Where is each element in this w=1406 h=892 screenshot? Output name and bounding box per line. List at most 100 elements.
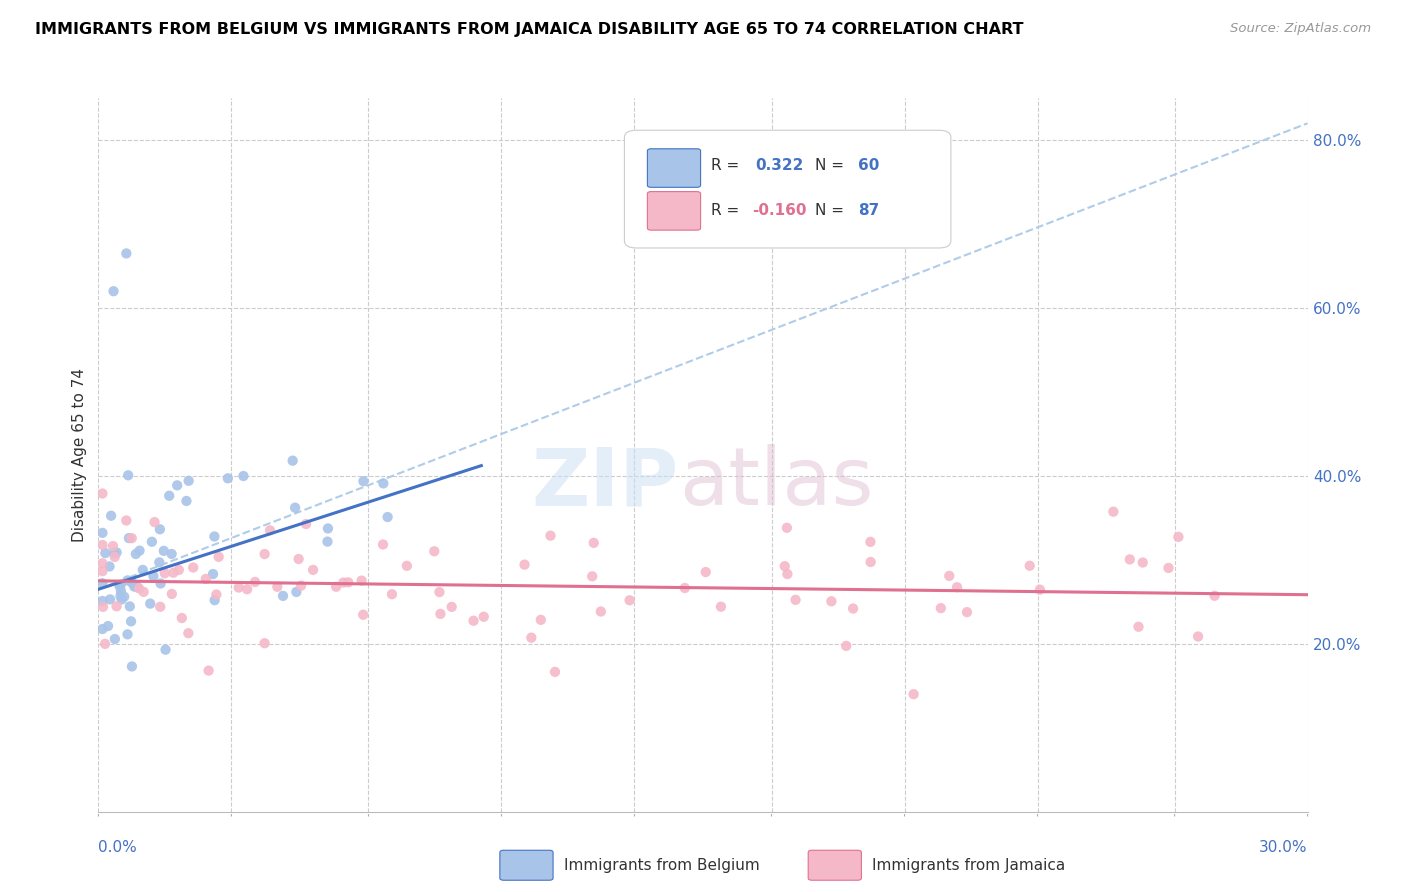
- Point: [284, 500, 307, 515]
- Point: [946, 580, 969, 594]
- Point: [785, 592, 807, 607]
- Point: [117, 468, 139, 483]
- Point: [337, 575, 360, 590]
- Point: [243, 574, 266, 589]
- Text: IMMIGRANTS FROM BELGIUM VS IMMIGRANTS FROM JAMAICA DISABILITY AGE 65 TO 74 CORRE: IMMIGRANTS FROM BELGIUM VS IMMIGRANTS FR…: [35, 22, 1024, 37]
- Point: [91, 599, 114, 614]
- Point: [776, 567, 799, 582]
- Point: [520, 631, 543, 645]
- Point: [115, 514, 138, 528]
- Text: ZIP: ZIP: [531, 444, 679, 523]
- Point: [513, 558, 536, 572]
- Point: [929, 601, 952, 615]
- Text: 0.322: 0.322: [755, 159, 803, 173]
- Point: [236, 582, 259, 597]
- Point: [352, 474, 374, 488]
- Point: [121, 575, 143, 590]
- Point: [710, 599, 733, 614]
- Point: [110, 584, 132, 599]
- Text: R =: R =: [711, 159, 745, 173]
- Point: [155, 642, 177, 657]
- Point: [91, 576, 114, 591]
- Point: [259, 524, 281, 538]
- Point: [352, 607, 374, 622]
- FancyBboxPatch shape: [501, 850, 553, 880]
- Point: [98, 592, 121, 607]
- Point: [835, 639, 858, 653]
- Point: [287, 552, 309, 566]
- Point: [91, 594, 114, 608]
- Point: [302, 563, 325, 577]
- Point: [673, 581, 696, 595]
- Point: [121, 531, 143, 545]
- Point: [776, 521, 799, 535]
- Point: [125, 580, 148, 594]
- Point: [177, 626, 200, 640]
- Point: [266, 580, 288, 594]
- Point: [91, 538, 114, 552]
- Point: [139, 597, 162, 611]
- Point: [903, 687, 925, 701]
- Point: [395, 558, 418, 573]
- Point: [167, 563, 190, 577]
- Point: [540, 529, 562, 543]
- Point: [149, 599, 172, 614]
- Point: [1157, 561, 1180, 575]
- Point: [281, 453, 304, 467]
- Point: [228, 581, 250, 595]
- Point: [530, 613, 553, 627]
- Point: [91, 622, 114, 636]
- Point: [440, 599, 463, 614]
- Point: [101, 539, 124, 553]
- Text: N =: N =: [815, 203, 849, 219]
- Point: [773, 559, 796, 574]
- FancyBboxPatch shape: [647, 192, 700, 230]
- Point: [1167, 530, 1189, 544]
- Text: 60: 60: [858, 159, 879, 173]
- Point: [132, 563, 155, 577]
- Point: [122, 580, 145, 594]
- Text: 30.0%: 30.0%: [1260, 840, 1308, 855]
- Point: [105, 545, 128, 559]
- Text: R =: R =: [711, 203, 745, 219]
- Point: [956, 605, 979, 619]
- Y-axis label: Disability Age 65 to 74: Disability Age 65 to 74: [72, 368, 87, 542]
- Point: [94, 637, 117, 651]
- Point: [141, 534, 163, 549]
- Point: [115, 246, 138, 260]
- Point: [91, 557, 114, 571]
- Point: [463, 614, 485, 628]
- Point: [128, 582, 150, 596]
- Point: [544, 665, 567, 679]
- Point: [1187, 630, 1209, 644]
- Text: 0.0%: 0.0%: [98, 840, 138, 855]
- Text: -0.160: -0.160: [752, 203, 807, 219]
- Text: N =: N =: [815, 159, 849, 173]
- Point: [325, 580, 347, 594]
- Point: [232, 469, 254, 483]
- Point: [290, 579, 312, 593]
- Point: [162, 566, 184, 580]
- Point: [98, 559, 121, 574]
- Point: [160, 587, 183, 601]
- Point: [181, 560, 204, 574]
- Point: [121, 659, 143, 673]
- Point: [1204, 589, 1226, 603]
- Point: [170, 611, 193, 625]
- Point: [1029, 582, 1052, 597]
- Point: [285, 585, 308, 599]
- Point: [132, 585, 155, 599]
- Point: [194, 572, 217, 586]
- Point: [201, 567, 224, 582]
- Point: [160, 547, 183, 561]
- Point: [429, 585, 451, 599]
- FancyBboxPatch shape: [624, 130, 950, 248]
- Point: [149, 522, 172, 536]
- Point: [143, 515, 166, 529]
- Point: [373, 476, 395, 491]
- Point: [97, 619, 120, 633]
- Point: [371, 537, 394, 551]
- Point: [166, 478, 188, 492]
- Text: Immigrants from Jamaica: Immigrants from Jamaica: [872, 858, 1066, 872]
- Point: [429, 607, 451, 621]
